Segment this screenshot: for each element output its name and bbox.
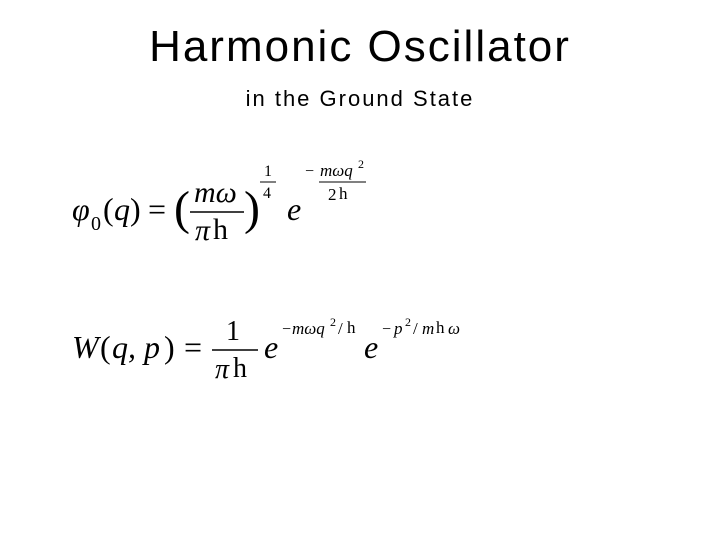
e2b-tail-omega: ω xyxy=(448,319,460,338)
slide-title: Harmonic Oscillator xyxy=(0,22,720,72)
slide-subtitle: in the Ground State xyxy=(0,86,720,112)
phi-symbol: φ xyxy=(72,191,90,227)
frac2-num: 1 xyxy=(226,316,240,347)
equals-1: = xyxy=(148,191,166,227)
e2b-sup: 2 xyxy=(405,315,411,329)
e1-minus: − xyxy=(305,163,314,180)
frac1-den-pi: π xyxy=(195,214,211,247)
frac1-num: mω xyxy=(194,176,237,209)
big-close-paren: ) xyxy=(244,182,260,235)
frac1-den-hbar: h xyxy=(213,213,228,246)
e2b-body: p xyxy=(393,319,403,338)
e2b-tail-m: m xyxy=(422,319,434,338)
e2a-tail: h xyxy=(347,318,356,337)
e1-den-2: 2 xyxy=(328,185,337,204)
phi-subscript: 0 xyxy=(91,213,101,235)
e2a-slash: / xyxy=(338,319,343,338)
e1-num-sup: 2 xyxy=(358,157,364,171)
equation-wigner: W ( q, p ) = 1 π h e − mωq 2 / h e − p 2 xyxy=(72,300,522,395)
e-base-1: e xyxy=(287,191,301,227)
W-open-paren: ( xyxy=(100,329,111,365)
exp14-num: 1 xyxy=(264,163,272,180)
equals-2: = xyxy=(184,329,202,365)
W-args: q, p xyxy=(112,329,160,365)
frac2-den-pi: π xyxy=(215,354,230,385)
phi-open-paren: ( xyxy=(103,191,114,227)
e2b-minus: − xyxy=(382,321,391,338)
equation-phi0: φ 0 ( q ) = ( mω π h ) 1 4 e − mω xyxy=(72,150,432,265)
e1-den-hbar: h xyxy=(339,184,348,203)
W-symbol: W xyxy=(72,329,102,365)
e-base-2b: e xyxy=(364,329,378,365)
big-open-paren: ( xyxy=(174,182,190,235)
phi-arg: q xyxy=(114,191,130,227)
frac2-den-hbar: h xyxy=(233,353,247,384)
e2a-body: mωq xyxy=(292,319,325,338)
e-base-2a: e xyxy=(264,329,278,365)
phi-close-paren: ) xyxy=(130,191,141,227)
e2a-minus: − xyxy=(282,321,291,338)
exp14-den: 4 xyxy=(263,185,271,202)
e2b-slash: / xyxy=(413,319,418,338)
e1-num-body: mωq xyxy=(320,161,353,180)
W-close-paren: ) xyxy=(164,329,175,365)
e2b-tail-h: h xyxy=(436,318,445,337)
e2a-sup: 2 xyxy=(330,315,336,329)
slide: Harmonic Oscillator in the Ground State … xyxy=(0,0,720,540)
